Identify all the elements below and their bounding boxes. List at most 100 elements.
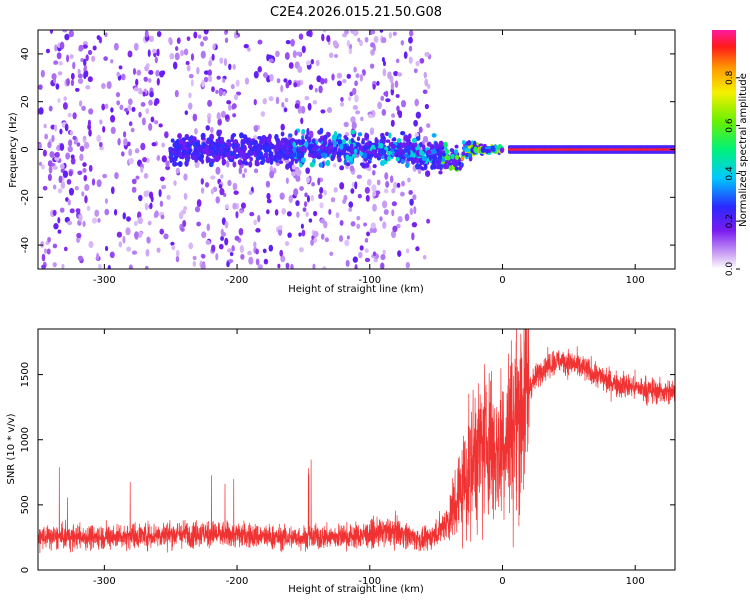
heatmap-cell	[351, 121, 357, 130]
heatmap-cell	[193, 31, 198, 39]
heatmap-cell	[353, 148, 358, 154]
heatmap-cell	[218, 243, 224, 250]
heatmap-cell	[269, 58, 274, 63]
heatmap-cell	[248, 161, 253, 168]
heatmap-cell	[393, 70, 399, 77]
heatmap-cell	[72, 61, 76, 70]
heatmap-cell	[352, 105, 359, 111]
heatmap-cell	[396, 105, 400, 112]
heatmap-cell	[443, 163, 449, 170]
heatmap-cell	[313, 237, 318, 243]
heatmap-cell	[294, 103, 300, 109]
heatmap-cell	[372, 83, 376, 90]
heatmap-cell	[233, 139, 239, 145]
heatmap-cell	[240, 202, 246, 209]
heatmap-cell	[280, 123, 285, 131]
heatmap-cell	[247, 47, 251, 52]
snr-x-tick-label: -100	[358, 576, 381, 587]
heatmap-cell	[107, 264, 111, 269]
heatmap-cell	[401, 180, 405, 187]
heatmap-cell	[91, 217, 98, 224]
heatmap-cell	[392, 31, 397, 36]
heatmap-cell	[175, 167, 180, 174]
heatmap-cell	[83, 65, 88, 70]
heatmap-cell	[452, 162, 458, 167]
heatmap-cell	[364, 237, 369, 243]
heatmap-cell	[366, 153, 372, 160]
heatmap-cell	[344, 143, 348, 148]
heatmap-cell	[485, 148, 489, 154]
heatmap-cell	[293, 82, 298, 88]
heatmap-cell	[302, 207, 307, 212]
heatmap-cell	[445, 160, 451, 164]
heatmap-cell	[317, 177, 321, 186]
heatmap-cell	[223, 58, 228, 67]
heatmap-cell	[365, 194, 370, 202]
heatmap-cell	[82, 162, 87, 167]
heatmap-cell	[52, 165, 58, 170]
heatmap-cell	[362, 69, 366, 76]
heatmap-cell	[82, 220, 86, 228]
heatmap-cell	[239, 150, 243, 157]
heatmap-cell	[156, 30, 162, 38]
heatmap-cell	[320, 77, 325, 85]
heatmap-cell	[220, 228, 224, 237]
heatmap-cell	[201, 79, 206, 88]
heatmap-cell	[301, 129, 306, 134]
heatmap-cell	[122, 212, 127, 220]
heatmap-cell	[424, 78, 429, 87]
heatmap-cell	[356, 174, 362, 179]
heatmap-cell	[188, 242, 194, 250]
heatmap-cell	[141, 117, 146, 126]
heatmap-cell	[380, 160, 384, 166]
heatmap-cell	[110, 58, 114, 64]
heatmap-cell	[70, 79, 75, 87]
heatmap-cell	[412, 137, 417, 144]
heatmap-cell	[419, 149, 424, 156]
heatmap-cell	[464, 148, 470, 152]
heatmap-cell	[310, 58, 315, 65]
heatmap-cell	[248, 256, 254, 265]
heatmap-cell	[448, 165, 454, 171]
heatmap-cell	[150, 116, 155, 123]
heatmap-cell	[259, 136, 264, 143]
heatmap-cell	[365, 133, 370, 139]
heatmap-cell	[42, 149, 47, 157]
heatmap-cell	[78, 214, 83, 222]
heatmap-cell	[411, 232, 415, 241]
heatmap-cell	[350, 116, 356, 124]
heatmap-cell	[278, 228, 283, 236]
heatmap-cell	[349, 165, 355, 172]
colorbar-label: Normalized spectral amplitude	[738, 73, 749, 227]
heatmap-cell	[275, 96, 280, 105]
heatmap-cell	[274, 209, 279, 216]
snr-y-tick-label: 500	[20, 495, 31, 514]
heatmap-cell	[148, 99, 153, 106]
heatmap-cell	[249, 156, 253, 162]
heatmap-cell	[77, 77, 84, 84]
heatmap-cell	[196, 221, 202, 227]
heatmap-cell	[407, 177, 411, 183]
heatmap-cells	[38, 30, 675, 269]
heatmap-cell	[240, 253, 245, 260]
heatmap-cell	[137, 216, 143, 225]
heatmap-cell	[309, 161, 315, 168]
heatmap-cell	[412, 194, 417, 201]
heatmap-cell	[284, 97, 289, 103]
heatmap-cell	[444, 149, 450, 154]
heatmap-cell	[414, 132, 419, 138]
heatmap-cell	[133, 220, 138, 227]
heatmap-cell	[415, 158, 420, 164]
heatmap-cell	[96, 252, 100, 261]
heatmap-cell	[381, 138, 386, 145]
heatmap-cell	[343, 194, 348, 202]
heatmap-cell	[69, 130, 74, 136]
snr-y-tick-label: 1000	[20, 427, 31, 452]
heatmap-cell	[186, 36, 191, 42]
heatmap-cell	[131, 250, 138, 255]
heatmap-cell	[191, 136, 197, 142]
heatmap-cell	[358, 251, 363, 259]
heatmap-cell	[47, 160, 53, 167]
heatmap-cell	[220, 110, 226, 118]
heatmap-cell	[58, 175, 63, 184]
